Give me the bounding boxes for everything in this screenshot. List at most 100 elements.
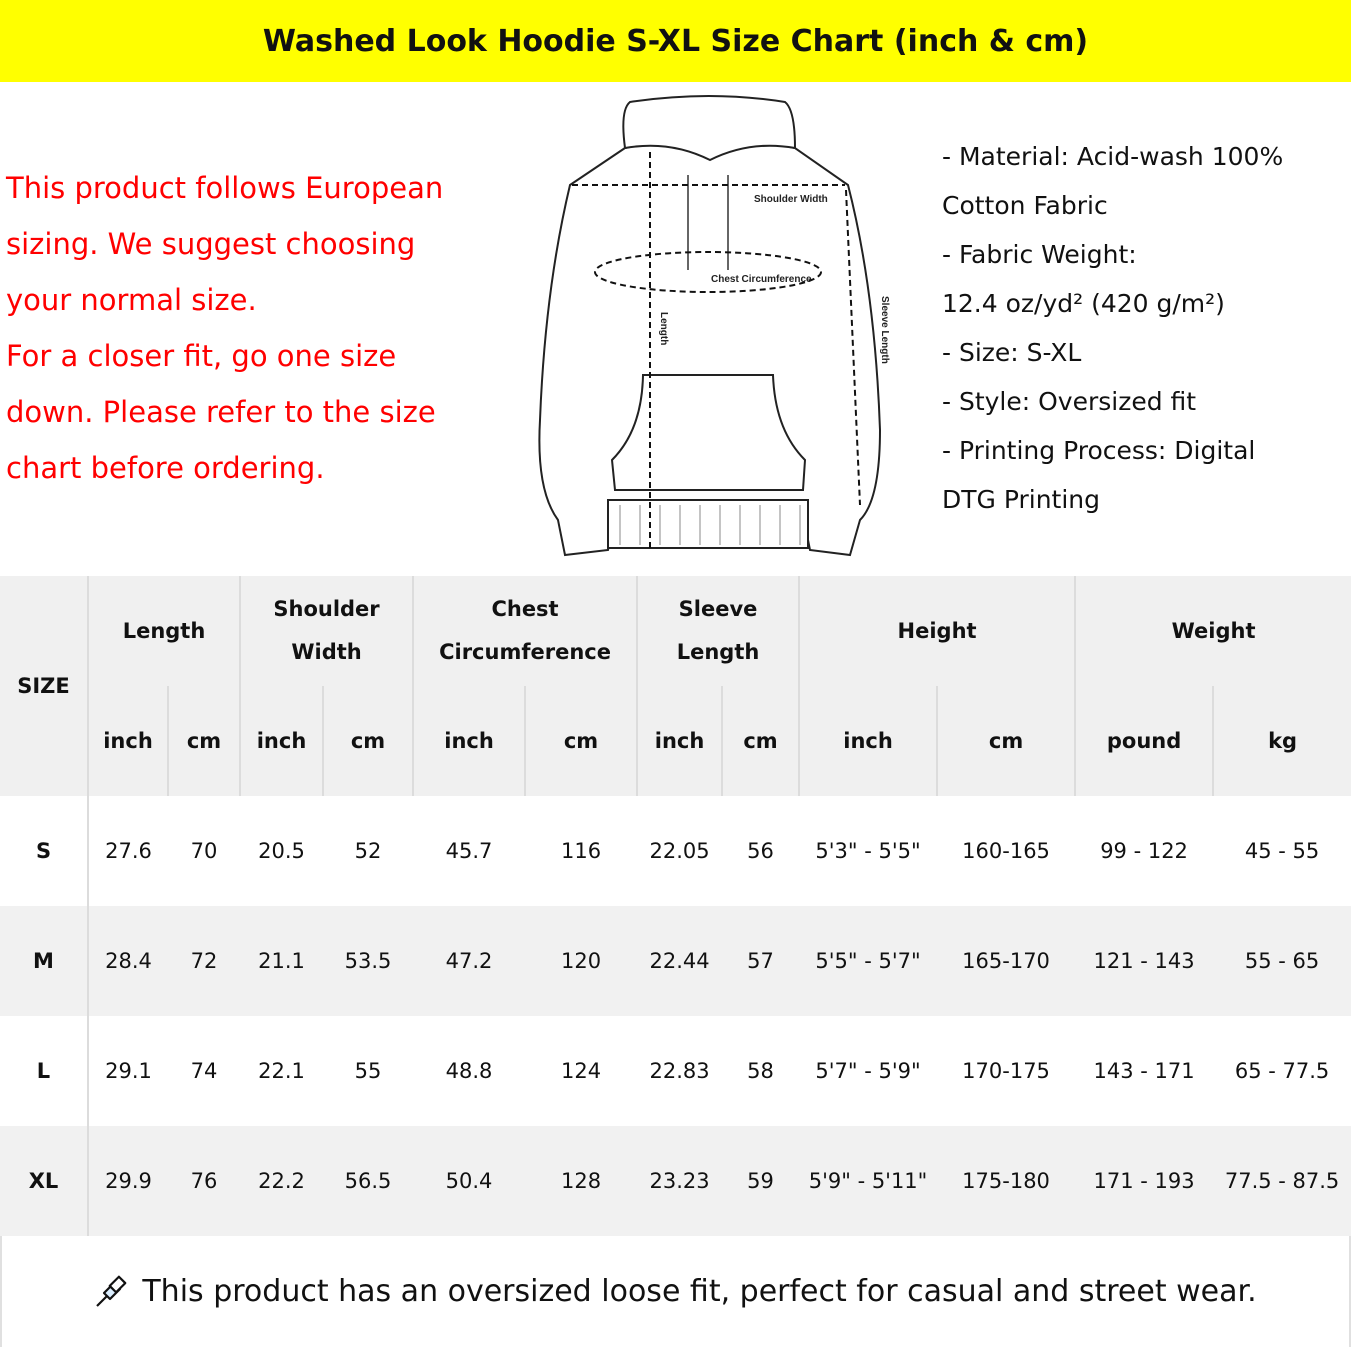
value-cell: 5'9" - 5'11" <box>799 1126 938 1236</box>
value-cell: 29.1 <box>105 1059 152 1083</box>
value-cell: 70 <box>190 839 218 863</box>
hood <box>622 95 797 162</box>
value-cell: 29.9 <box>88 1126 168 1236</box>
unit-header: cm <box>721 686 800 796</box>
note-line: your normal size. <box>6 283 257 317</box>
spec-line: 12.4 oz/yd² (420 g/m²) <box>942 289 1225 318</box>
value-cell: 175-180 <box>937 1126 1076 1236</box>
group-header: Height <box>798 576 1076 686</box>
value-cell: 58 <box>747 1059 774 1083</box>
unit-header: inch <box>412 686 526 796</box>
pocket <box>610 374 807 491</box>
hoodie-diagram: Shoulder Width Chest Circumference Lengt… <box>538 95 890 557</box>
note-line: For a closer fit, go one size <box>6 339 397 373</box>
chest-label: Chest Circumference <box>711 274 812 285</box>
value-cell: 50.4 <box>413 1126 526 1236</box>
unit-header: kg <box>1212 686 1351 796</box>
value-cell: 65 - 77.5 <box>1234 1059 1330 1083</box>
unit-header: inch <box>798 686 938 796</box>
chest-line <box>594 251 822 293</box>
sizing-note: This product follows European sizing. We… <box>6 160 526 496</box>
value-cell: 121 - 143 <box>1075 906 1214 1016</box>
page-title: Washed Look Hoodie S-XL Size Chart (inch… <box>0 0 1351 82</box>
value-cell: 76 <box>168 1126 241 1236</box>
footer-text: This product has an oversized loose fit,… <box>142 1274 1257 1309</box>
waistband <box>607 499 809 549</box>
pushpin-icon <box>96 1275 127 1307</box>
footer-note: This product has an oversized loose fit,… <box>0 1236 1351 1347</box>
size-cell: L <box>0 1016 89 1126</box>
spec-line: - Fabric Weight: <box>942 240 1137 269</box>
value-cell: 22.44 <box>637 906 723 1016</box>
unit-header: inch <box>239 686 324 796</box>
value-cell: 52 <box>354 839 382 863</box>
value-cell: 57 <box>722 906 800 1016</box>
value-cell: 116 <box>560 839 602 863</box>
value-cell: 171 - 193 <box>1075 1126 1214 1236</box>
value-cell: 21.1 <box>240 906 324 1016</box>
value-cell: 77.5 - 87.5 <box>1213 1126 1351 1236</box>
value-cell: 22.2 <box>240 1126 324 1236</box>
value-cell: 5'3" - 5'5" <box>815 839 921 863</box>
table-row: XL 29.9 76 22.2 56.5 50.4 128 23.23 59 5'9" - 5'1… <box>0 1126 1351 1236</box>
unit-header: inch <box>636 686 723 796</box>
spec-line: - Material: Acid-wash 100% <box>942 142 1284 171</box>
group-header: Sleeve Length <box>636 576 800 686</box>
table-row: L 29.1 74 22.1 55 48.8 124 22.83 58 5'7" - 5'9" 17… <box>0 1016 1351 1126</box>
value-cell: 170-175 <box>962 1059 1050 1083</box>
value-cell: 55 <box>354 1059 382 1083</box>
value-cell: 5'7" - 5'9" <box>815 1059 921 1083</box>
unit-header: cm <box>936 686 1076 796</box>
value-cell: 22.83 <box>649 1059 710 1083</box>
size-cell: S <box>0 796 89 906</box>
value-cell: 59 <box>722 1126 800 1236</box>
group-header: Weight <box>1074 576 1351 686</box>
value-cell: 20.5 <box>258 839 305 863</box>
hoodie-body <box>538 138 882 557</box>
value-cell: 160-165 <box>962 839 1050 863</box>
spec-line: DTG Printing <box>942 485 1101 514</box>
length-label: Length <box>658 312 669 345</box>
shoulder-width-label: Shoulder Width <box>754 194 828 205</box>
value-cell: 165-170 <box>937 906 1076 1016</box>
group-header: Chest Circumference <box>412 576 638 686</box>
unit-header: cm <box>524 686 638 796</box>
note-line: chart before ordering. <box>6 451 325 485</box>
unit-header: pound <box>1074 686 1214 796</box>
value-cell: 27.6 <box>105 839 152 863</box>
value-cell: 23.23 <box>637 1126 723 1236</box>
value-cell: 45.7 <box>445 839 493 863</box>
size-table: SIZE Length Shoulder Width Chest Circumfer… <box>0 576 1351 1236</box>
size-cell: XL <box>0 1126 89 1236</box>
value-cell: 22.1 <box>258 1059 305 1083</box>
value-cell: 45 - 55 <box>1244 839 1320 863</box>
value-cell: 28.4 <box>88 906 168 1016</box>
value-cell: 143 - 171 <box>1093 1059 1195 1083</box>
spec-line: Cotton Fabric <box>942 191 1108 220</box>
note-line: down. Please refer to the size <box>6 395 436 429</box>
table-row: M 28.4 72 21.1 53.5 47.2 120 22.44 57 5'5" - 5'7"… <box>0 906 1351 1016</box>
value-cell: 56.5 <box>323 1126 414 1236</box>
value-cell: 74 <box>190 1059 218 1083</box>
value-cell: 99 - 122 <box>1100 839 1188 863</box>
value-cell: 22.05 <box>649 839 710 863</box>
value-cell: 48.8 <box>445 1059 493 1083</box>
product-specs: - Material: Acid-wash 100% Cotton Fabric… <box>942 132 1342 524</box>
spec-line: - Printing Process: Digital <box>942 436 1256 465</box>
value-cell: 124 <box>560 1059 602 1083</box>
unit-header: cm <box>166 686 241 796</box>
value-cell: 47.2 <box>413 906 526 1016</box>
sleeve-length-label: Sleeve Length <box>879 296 890 364</box>
unit-header: inch <box>87 686 168 796</box>
note-line: This product follows European <box>6 171 444 205</box>
spec-line: - Size: S-XL <box>942 338 1082 367</box>
size-cell: M <box>0 906 89 1016</box>
note-line: sizing. We suggest choosing <box>6 227 416 261</box>
group-header: Shoulder Width <box>239 576 414 686</box>
value-cell: 56 <box>747 839 774 863</box>
value-cell: 5'5" - 5'7" <box>799 906 938 1016</box>
value-cell: 55 - 65 <box>1213 906 1351 1016</box>
size-header: SIZE <box>0 576 88 796</box>
table-row: S 27.6 70 20.5 52 45.7 116 22.05 56 5'3" - 5'5" 16… <box>0 796 1351 906</box>
sleeve-line <box>845 189 861 506</box>
